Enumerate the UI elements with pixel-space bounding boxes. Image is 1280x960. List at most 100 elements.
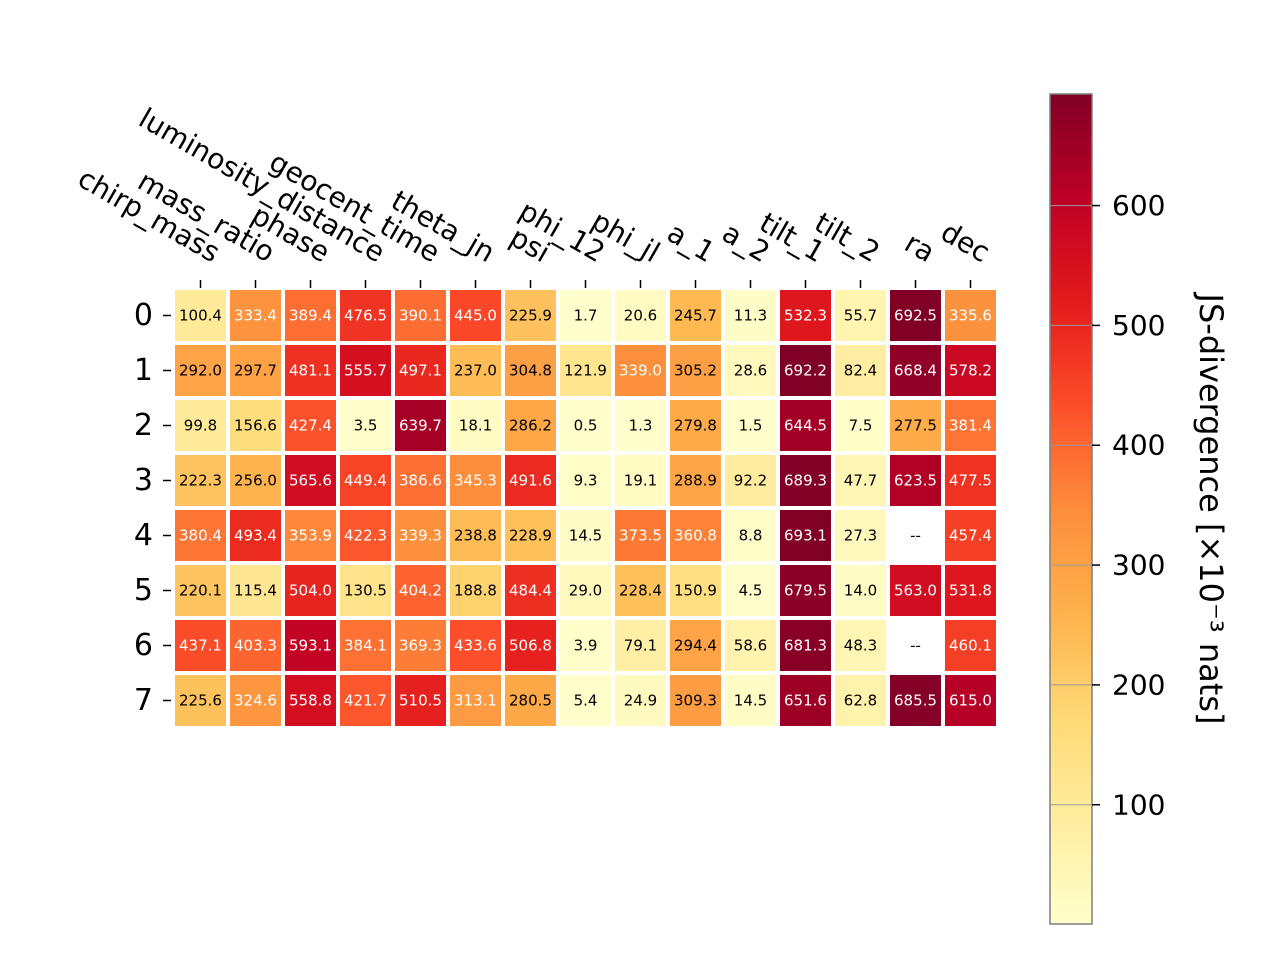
cell-value-label: 692.5 (894, 307, 937, 325)
heatmap-cell (230, 620, 281, 671)
cell-value-label: 532.3 (784, 307, 827, 325)
heatmap-cell (835, 675, 886, 726)
cell-value-label: 48.3 (844, 637, 877, 655)
heatmap-cell (505, 565, 556, 616)
heatmap-cell (450, 675, 501, 726)
cell-value-label: 220.1 (179, 582, 222, 600)
heatmap-cell (615, 510, 666, 561)
cell-value-label: 237.0 (454, 362, 497, 380)
heatmap-cell (285, 345, 336, 396)
cell-value-label: 353.9 (289, 527, 332, 545)
cell-value-label: 5.4 (574, 692, 598, 710)
cell-value-label: 100.4 (179, 307, 222, 325)
cell-value-label: 20.6 (624, 307, 657, 325)
cell-value-label: 47.7 (844, 472, 877, 490)
cell-value-label: 578.2 (949, 362, 992, 380)
heatmap-cell (230, 400, 281, 451)
cell-value-label: 427.4 (289, 417, 332, 435)
cell-value-label: 504.0 (289, 582, 332, 600)
heatmap-cell (340, 675, 391, 726)
heatmap-cell (230, 675, 281, 726)
heatmap-cell (175, 400, 226, 451)
cell-value-label: 28.6 (734, 362, 767, 380)
heatmap-cell (670, 510, 721, 561)
colorbar-tick-label: 400 (1112, 429, 1165, 462)
heatmap-cell (945, 290, 996, 341)
cell-value-label: 150.9 (674, 582, 717, 600)
cell-value-label: 121.9 (564, 362, 607, 380)
cell-value-label: 24.9 (624, 692, 657, 710)
heatmap-cell (340, 510, 391, 561)
heatmap-cell (725, 345, 776, 396)
heatmap-cell (780, 290, 831, 341)
heatmap-cell (945, 455, 996, 506)
cell-value-label: 593.1 (289, 637, 332, 655)
heatmap-cell (505, 400, 556, 451)
heatmap-cell (505, 455, 556, 506)
heatmap-cell (340, 455, 391, 506)
heatmap-cell (175, 675, 226, 726)
cell-value-label: 14.5 (734, 692, 767, 710)
heatmap-cell (615, 675, 666, 726)
heatmap-cell (395, 565, 446, 616)
heatmap-cell (780, 620, 831, 671)
cell-value-label: 29.0 (569, 582, 602, 600)
heatmap-cell (175, 345, 226, 396)
cell-value-label: 8.8 (739, 527, 763, 545)
heatmap-cell (450, 345, 501, 396)
heatmap-cell (670, 345, 721, 396)
row-label: 6 (134, 628, 153, 663)
row-label: 0 (134, 298, 153, 333)
cell-value-label: 3.9 (574, 637, 598, 655)
heatmap-cell (505, 510, 556, 561)
heatmap-cell (450, 455, 501, 506)
heatmap-cell (395, 510, 446, 561)
cell-value-label: 380.4 (179, 527, 222, 545)
cell-value-label: 228.9 (509, 527, 552, 545)
heatmap-cell (230, 565, 281, 616)
heatmap-cell (285, 455, 336, 506)
heatmap-cell (230, 455, 281, 506)
cell-value-label: 62.8 (844, 692, 877, 710)
heatmap-cell (285, 290, 336, 341)
cell-value-label: 360.8 (674, 527, 717, 545)
cell-value-label: 339.0 (619, 362, 662, 380)
column-labels: chirp_massmass_ratiophaseluminosity_dist… (72, 101, 995, 269)
heatmap-cell (340, 345, 391, 396)
heatmap-cell (725, 290, 776, 341)
cell-value-label: 484.4 (509, 582, 552, 600)
heatmap-cell (780, 510, 831, 561)
heatmap-cell (175, 455, 226, 506)
cell-value-label: 3.5 (354, 417, 378, 435)
row-ticks (163, 314, 171, 702)
heatmap-cell (780, 400, 831, 451)
heatmap-cell (670, 455, 721, 506)
heatmap-cell (615, 400, 666, 451)
cell-value-label: 309.3 (674, 692, 717, 710)
cell-missing-label: -- (910, 637, 921, 655)
cell-value-label: 225.6 (179, 692, 222, 710)
cell-value-label: 491.6 (509, 472, 552, 490)
heatmap-cell (670, 675, 721, 726)
cell-value-label: 228.4 (619, 582, 662, 600)
cell-value-label: 668.4 (894, 362, 937, 380)
colorbar-label: JS-divergence [×10⁻³ nats] (1192, 292, 1230, 725)
cell-value-label: 294.4 (674, 637, 717, 655)
cell-value-label: 7.5 (849, 417, 873, 435)
heatmap-cell (725, 675, 776, 726)
colorbar-ticks: 100 200 300 400 500 600 (1050, 189, 1165, 821)
cell-value-label: 58.6 (734, 637, 767, 655)
column-label: ra (899, 226, 940, 269)
heatmap-cell (450, 620, 501, 671)
cell-value-label: 0.5 (574, 417, 598, 435)
column-ticks (199, 280, 972, 288)
cell-value-label: 481.1 (289, 362, 332, 380)
cell-value-label: 679.5 (784, 582, 827, 600)
cell-value-label: 14.5 (569, 527, 602, 545)
colorbar-tick-label: 300 (1112, 549, 1165, 582)
heatmap-cell (450, 400, 501, 451)
cell-value-label: 92.2 (734, 472, 767, 490)
cell-value-label: 421.7 (344, 692, 387, 710)
heatmap-cell (230, 290, 281, 341)
cell-value-label: 531.8 (949, 582, 992, 600)
